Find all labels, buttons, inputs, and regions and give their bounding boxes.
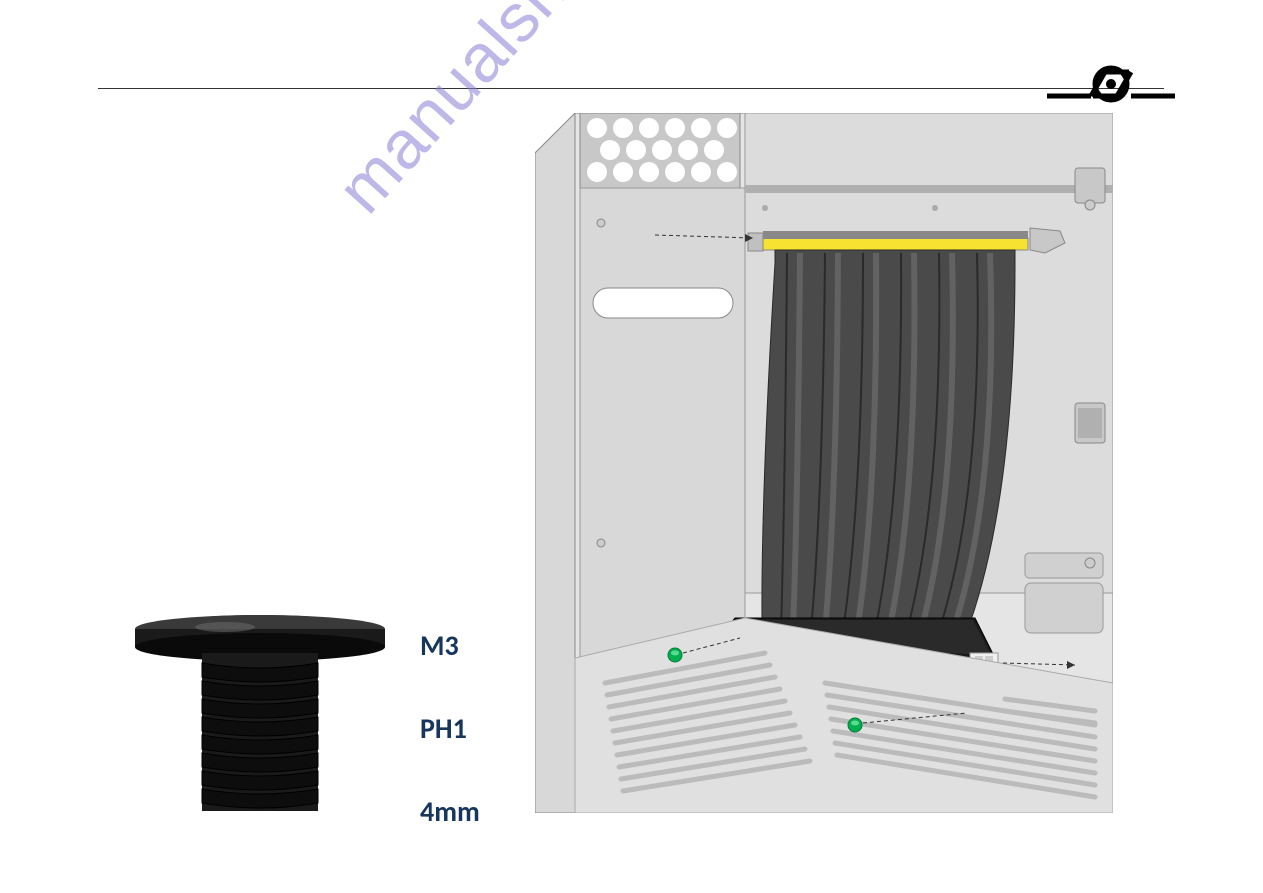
screw-thread-label: M3 — [420, 628, 480, 663]
screw-spec-labels: M3 PH1 4mm — [420, 628, 480, 877]
riser-ribbon — [762, 250, 1015, 636]
screw-illustration — [130, 615, 390, 815]
case-riser-illustration — [535, 113, 1113, 813]
header-divider — [98, 88, 1164, 89]
screw-driver-label: PH1 — [420, 711, 480, 746]
screw-length-label: 4mm — [420, 794, 480, 829]
brand-logo-icon — [1047, 58, 1175, 110]
